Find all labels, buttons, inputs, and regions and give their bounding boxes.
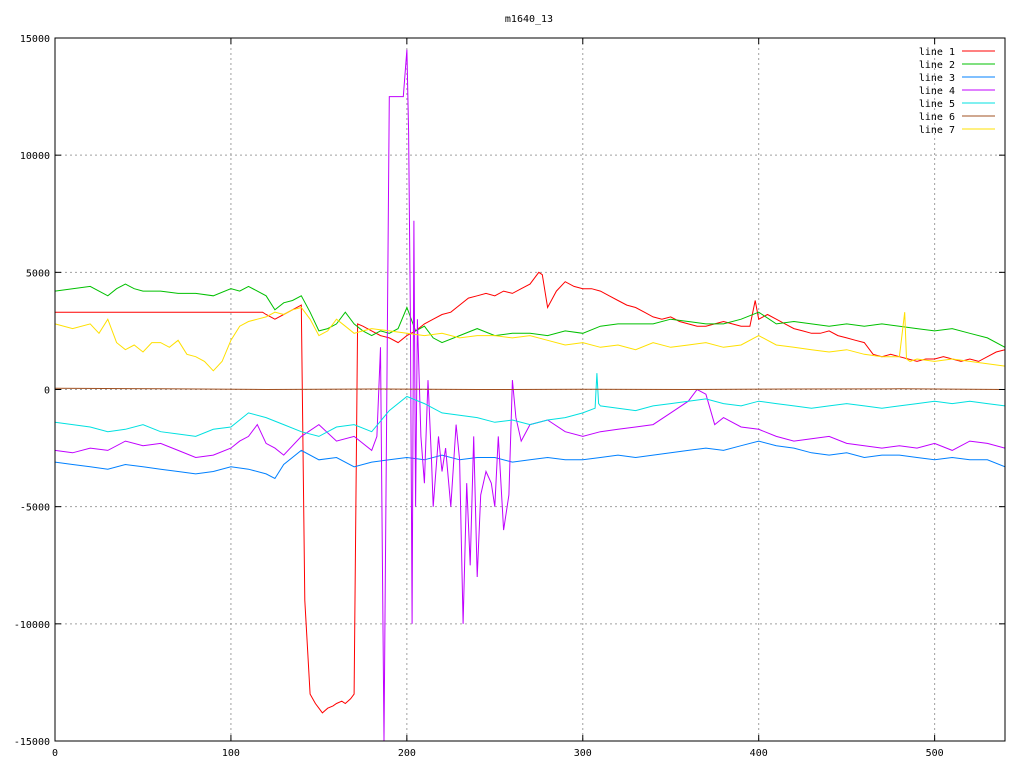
x-tick-label: 100 (222, 748, 240, 759)
x-tick-label: 0 (52, 748, 58, 759)
chart-title: m1640_13 (505, 14, 553, 25)
legend-label-2: line 2 (919, 60, 955, 71)
legend-label-3: line 3 (919, 73, 955, 84)
legend-label-6: line 6 (919, 112, 955, 123)
series-line-6 (55, 387, 1005, 391)
series-line-5 (55, 373, 1005, 437)
series-line-7 (55, 306, 1005, 372)
series-line-2 (55, 283, 1005, 348)
tick-labels: 0 100 200 300 400 500 -15000 -10000 -5000 0 5000 10… (14, 34, 1005, 759)
x-tick-label: 300 (574, 748, 592, 759)
y-tick-label: 0 (44, 386, 50, 397)
legend: line 1 line 2 line 3 line 4 line 5 line 6 line… (919, 47, 995, 136)
y-tick-label: -10000 (14, 620, 50, 631)
x-tick-label: 400 (750, 748, 768, 759)
legend-label-7: line 7 (919, 125, 955, 136)
y-tick-label: -15000 (14, 737, 50, 748)
series-line-3 (55, 440, 1005, 480)
series-line-1 (55, 271, 1005, 714)
x-tick-label: 200 (398, 748, 416, 759)
legend-label-4: line 4 (919, 86, 955, 97)
legend-label-5: line 5 (919, 99, 955, 110)
y-tick-label: -5000 (20, 503, 50, 514)
legend-label-1: line 1 (919, 47, 955, 58)
y-tick-label: 5000 (26, 268, 50, 279)
series-layer (55, 49, 1005, 741)
y-tick-label: 10000 (20, 151, 50, 162)
x-tick-label: 500 (926, 748, 944, 759)
y-tick-label: 15000 (20, 34, 50, 45)
series-line-4 (55, 49, 1005, 741)
